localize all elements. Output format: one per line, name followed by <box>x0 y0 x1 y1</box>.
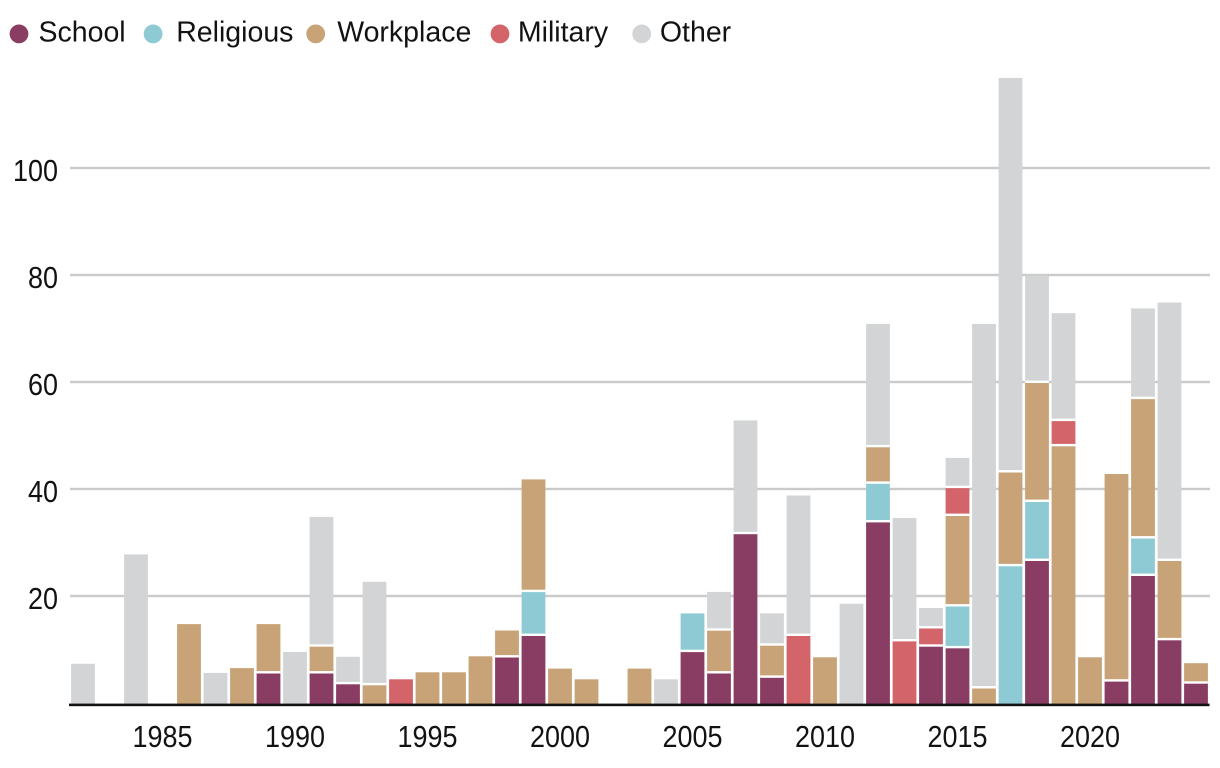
svg-text:1985: 1985 <box>133 719 193 754</box>
svg-text:2010: 2010 <box>795 719 855 754</box>
svg-text:80: 80 <box>28 260 58 295</box>
svg-text:2020: 2020 <box>1060 719 1120 754</box>
svg-text:40: 40 <box>28 474 58 509</box>
svg-text:60: 60 <box>28 367 58 402</box>
svg-text:School: School <box>39 17 126 49</box>
svg-text:1995: 1995 <box>398 719 458 754</box>
svg-text:Military: Military <box>518 17 609 49</box>
svg-text:2000: 2000 <box>530 719 590 754</box>
svg-text:100: 100 <box>13 153 58 188</box>
svg-text:2015: 2015 <box>928 719 988 754</box>
svg-text:20: 20 <box>28 581 58 616</box>
svg-text:1990: 1990 <box>265 719 325 754</box>
svg-text:2005: 2005 <box>663 719 723 754</box>
svg-text:Workplace: Workplace <box>337 17 471 49</box>
svg-text:Other: Other <box>660 17 732 49</box>
svg-text:Religious: Religious <box>176 17 293 49</box>
